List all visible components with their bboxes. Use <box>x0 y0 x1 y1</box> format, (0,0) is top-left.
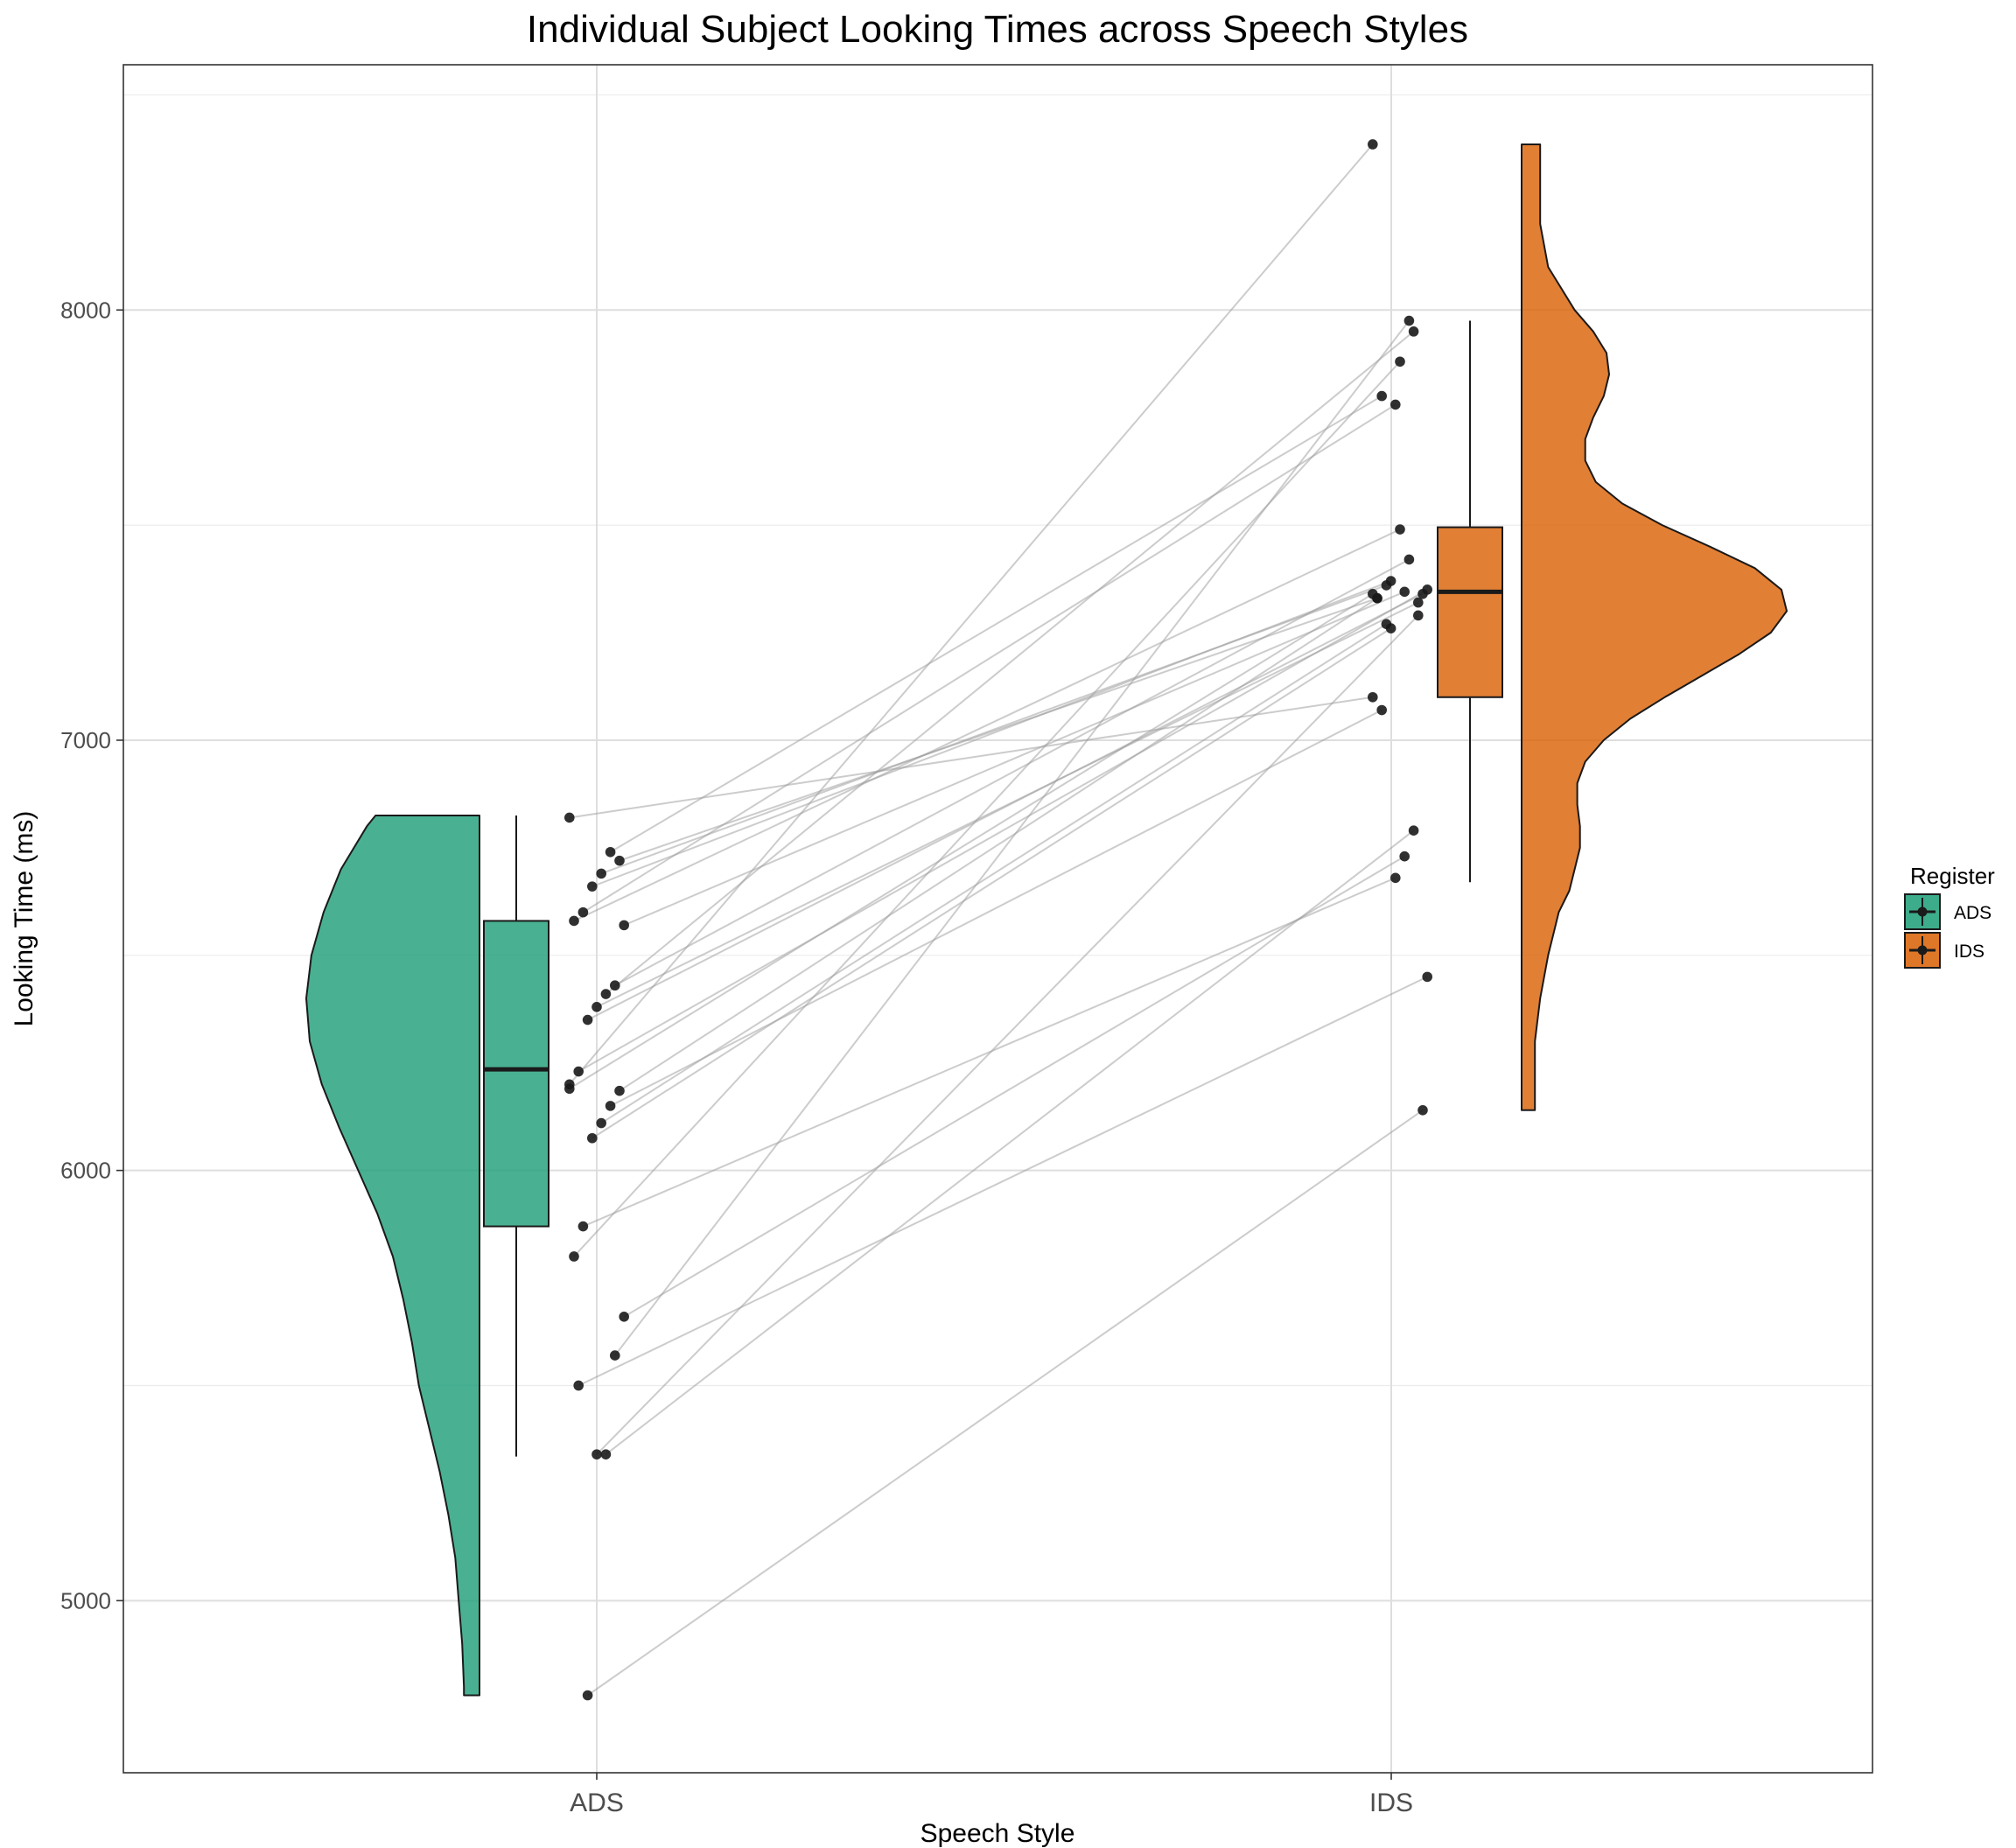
ads-point <box>578 1221 589 1232</box>
ads-point <box>582 1690 593 1701</box>
x-tick-label: IDS <box>1369 1788 1413 1817</box>
subject-line <box>596 614 1419 1455</box>
ads-point <box>573 1066 584 1077</box>
boxplots <box>483 320 1503 1457</box>
ads-point <box>569 1251 579 1262</box>
subject-line <box>587 1109 1424 1697</box>
ids-point <box>1385 576 1396 586</box>
ids-point <box>1395 356 1405 368</box>
subject-line <box>587 592 1424 1021</box>
subject-line <box>569 144 1374 1085</box>
subject-line <box>600 623 1387 1124</box>
subject-line <box>619 597 1378 862</box>
ids-point <box>1395 524 1405 535</box>
ids-point <box>1385 623 1396 634</box>
density-ids <box>1521 143 1788 1111</box>
ads-point <box>619 1312 629 1322</box>
chart-title: Individual Subject Looking Times across … <box>527 8 1468 51</box>
y-axis: 5000 6000 7000 8000 <box>60 297 123 1614</box>
ads-point <box>600 989 612 999</box>
subject-line <box>605 830 1415 1455</box>
ids-point <box>1372 592 1382 604</box>
subject-line <box>578 588 1428 1073</box>
ids-point <box>1399 586 1410 598</box>
subject-line <box>614 319 1410 1356</box>
y-tick-label: 5000 <box>60 1587 111 1614</box>
y-axis-title: Looking Time (ms) <box>10 811 38 1027</box>
ads-point <box>592 1001 602 1012</box>
half-violins <box>305 143 1788 1697</box>
density-ads <box>305 814 480 1697</box>
ids-point <box>1376 390 1387 402</box>
legend-key-point <box>1917 945 1928 956</box>
y-tick-label: 7000 <box>60 727 111 753</box>
ids-point <box>1390 399 1401 410</box>
ads-point <box>614 855 625 866</box>
ads-point <box>587 881 598 892</box>
legend-title: Register <box>1910 863 1995 889</box>
subject-line <box>619 597 1378 1092</box>
ids-point <box>1390 872 1401 884</box>
legend-label-ads: ADS <box>1954 903 1992 923</box>
subject-line <box>573 528 1401 922</box>
legend-label-ids: IDS <box>1954 942 1984 962</box>
ids-point <box>1413 610 1424 621</box>
ads-point <box>605 1101 616 1111</box>
x-axis-title: Speech Style <box>920 1819 1075 1848</box>
ids-point <box>1422 971 1432 983</box>
ids-point <box>1408 326 1419 337</box>
ads-point <box>619 920 629 931</box>
plot-border <box>122 64 1873 1774</box>
ids-point <box>1404 315 1415 326</box>
ads-point <box>578 906 589 918</box>
subject-line <box>583 877 1396 1228</box>
box-ads <box>483 920 550 1228</box>
subject-lines <box>569 144 1428 1697</box>
ids-point <box>1418 1105 1428 1116</box>
legend-key-point <box>1917 906 1928 917</box>
ids-point <box>1408 825 1419 836</box>
ads-point <box>605 846 616 858</box>
box-ids <box>1437 526 1503 698</box>
subject-line <box>582 403 1396 914</box>
ads-point <box>569 915 579 927</box>
ads-point <box>600 1449 612 1460</box>
legend: Register ADS IDS <box>1904 863 1995 969</box>
subject-line <box>592 580 1391 888</box>
subject-line <box>610 395 1382 853</box>
ads-point <box>582 1014 593 1026</box>
ads-point <box>614 1085 625 1096</box>
ads-point <box>596 868 606 879</box>
subject-line <box>592 627 1392 1139</box>
subject-line <box>623 855 1405 1318</box>
ads-point <box>596 1117 606 1129</box>
ids-point <box>1404 554 1415 565</box>
subject-line <box>596 601 1419 1008</box>
ads-point <box>587 1132 598 1144</box>
subject-line <box>569 592 1374 1090</box>
ids-point <box>1368 139 1378 150</box>
ads-point <box>564 812 575 823</box>
ads-point <box>564 1079 575 1090</box>
subject-line <box>578 976 1428 1387</box>
subject-line <box>614 558 1410 987</box>
ids-point <box>1399 850 1410 862</box>
ads-point <box>573 1380 584 1391</box>
subject-line <box>610 709 1382 1107</box>
x-tick-label: ADS <box>570 1788 624 1817</box>
ids-point <box>1376 704 1387 716</box>
subject-points <box>564 139 1432 1701</box>
ads-point <box>610 1350 620 1361</box>
ids-point <box>1422 584 1432 595</box>
subject-line <box>623 591 1405 927</box>
ids-point <box>1368 691 1378 703</box>
ads-point <box>592 1449 602 1460</box>
ads-point <box>610 980 620 991</box>
y-tick-label: 6000 <box>60 1158 111 1184</box>
y-tick-label: 8000 <box>60 297 111 323</box>
ids-point <box>1413 597 1424 608</box>
x-axis: ADS IDS <box>570 1773 1413 1817</box>
